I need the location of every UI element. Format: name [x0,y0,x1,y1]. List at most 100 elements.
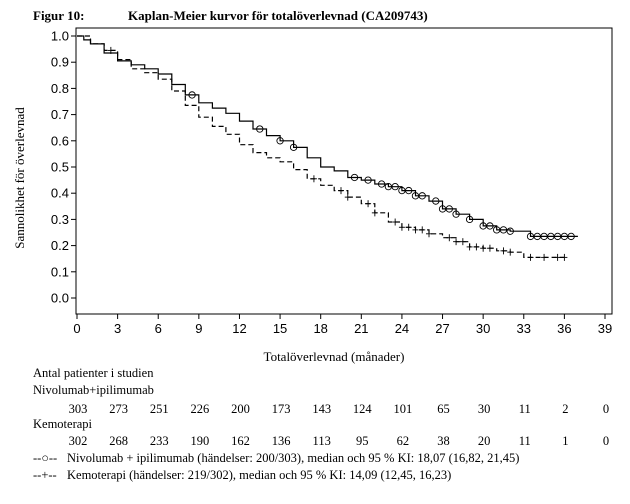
risk-count: 2 [562,402,568,416]
x-tick-label: 15 [273,321,287,336]
risk-count: 124 [353,402,373,416]
censor-mark-plus [500,247,507,255]
censor-mark-plus [446,234,453,242]
censor-mark-plus [371,209,378,217]
risk-count: 113 [313,434,331,448]
risk-count: 268 [109,434,128,448]
risk-count: 143 [312,402,331,416]
risk-count: 0 [603,402,609,416]
censor-mark-circle [350,173,359,182]
series-layer [77,35,578,261]
censor-mark-circle [377,180,386,188]
risk-table-heading: Antal patienter i studien [33,366,154,380]
censor-mark-plus [473,243,480,251]
y-axis-label: Sannolikhet för överlevnad [12,107,27,249]
censor-mark-plus [365,200,372,208]
censor-mark-circle [188,91,196,99]
series-nivolumab-ipilimumab [77,35,578,241]
legend: --○-- Nivolumab + ipilimumab (händelser: … [33,451,519,482]
y-tick-label: 0.0 [51,291,69,306]
y-tick-label: 0.8 [51,81,69,96]
censor-mark-circle [465,215,474,224]
y-tick-label: 0.4 [51,186,69,201]
risk-group-name: Kemoterapi [33,417,93,431]
plot-frame [75,27,613,315]
survival-curve-nivolumab-ipilimumab [77,35,578,237]
axis-layer: 0.00.10.20.30.40.50.60.70.80.91.00 3 6 9 12 1… [51,29,612,337]
risk-count: 173 [272,402,291,416]
censor-mark-circle [486,222,494,230]
y-tick-label: 0.2 [51,238,69,253]
risk-count: 30 [478,402,491,416]
censor-mark-circle [499,226,508,234]
risk-count: 11 [519,434,531,448]
censor-mark-plus [453,238,460,246]
x-tick-label: 3 [114,321,121,336]
figure-title: Kaplan-Meier kurvor för totalöverlevnad … [128,8,428,23]
risk-count: 251 [150,402,169,416]
risk-count: 302 [69,434,88,448]
legend-symbol: --+-- [33,468,57,482]
censor-mark-circle [445,205,453,213]
x-tick-label: 24 [395,321,409,336]
y-tick-label: 0.6 [51,133,69,148]
legend-entry: Kemoterapi (händelser: 219/302), median … [67,468,451,482]
censor-mark-plus [392,218,399,226]
risk-count: 65 [437,402,450,416]
censor-mark-circle [256,125,264,133]
censor-mark-plus [412,226,419,234]
censor-mark-plus [459,238,466,246]
censor-mark-plus [561,253,568,261]
x-tick-label: 9 [195,321,202,336]
censor-mark-circle [567,232,575,241]
risk-count: 136 [272,434,291,448]
x-axis-label: Totalöverlevnad (månader) [264,349,405,364]
risk-count: 101 [394,402,413,416]
censor-mark-circle [418,192,426,200]
censor-mark-circle [391,182,399,191]
risk-group-name: Nivolumab+ipilimumab [33,383,154,397]
censor-mark-plus [398,223,405,231]
risk-count: 95 [356,434,369,448]
censor-mark-plus [107,46,114,54]
x-tick-label: 18 [313,321,327,336]
censor-mark-plus [486,244,493,252]
censor-mark-plus [480,244,487,252]
censor-mark-plus [310,175,317,183]
censor-mark-plus [338,187,344,195]
censor-mark-circle [506,227,514,235]
risk-count: 190 [190,434,209,448]
x-tick-label: 21 [354,321,368,336]
censor-mark-plus [527,253,534,261]
censor-mark-plus [507,248,514,256]
censor-mark-plus [554,253,561,261]
censor-mark-circle [405,186,413,195]
censor-mark-plus [419,226,426,234]
x-tick-label: 30 [476,321,490,336]
y-tick-label: 0.5 [51,160,69,175]
censor-mark-plus [405,223,412,231]
risk-count: 38 [437,434,450,448]
x-tick-label: 0 [73,321,80,336]
risk-count: 11 [519,402,531,416]
risk-table: Antal patienter i studien Nivolumab+ipili… [33,366,609,448]
censor-mark-circle [276,137,284,145]
figure-label: Figur 10: [33,8,85,23]
legend-symbol: --○-- [33,451,57,465]
risk-count: 1 [562,434,568,448]
censor-mark-plus [541,253,548,261]
censor-mark-circle [364,176,372,184]
censor-mark-plus [426,230,432,238]
x-tick-label: 36 [557,321,571,336]
censor-mark-plus [344,193,351,201]
risk-count: 200 [231,402,250,416]
censor-mark-plus [466,243,473,251]
risk-count: 226 [190,402,209,416]
legend-entry: Nivolumab + ipilimumab (händelser: 200/3… [67,451,519,465]
risk-count: 162 [231,434,250,448]
risk-count: 233 [150,434,169,448]
y-tick-label: 0.7 [51,107,69,122]
risk-count: 0 [603,434,609,448]
y-tick-label: 0.3 [51,212,69,227]
